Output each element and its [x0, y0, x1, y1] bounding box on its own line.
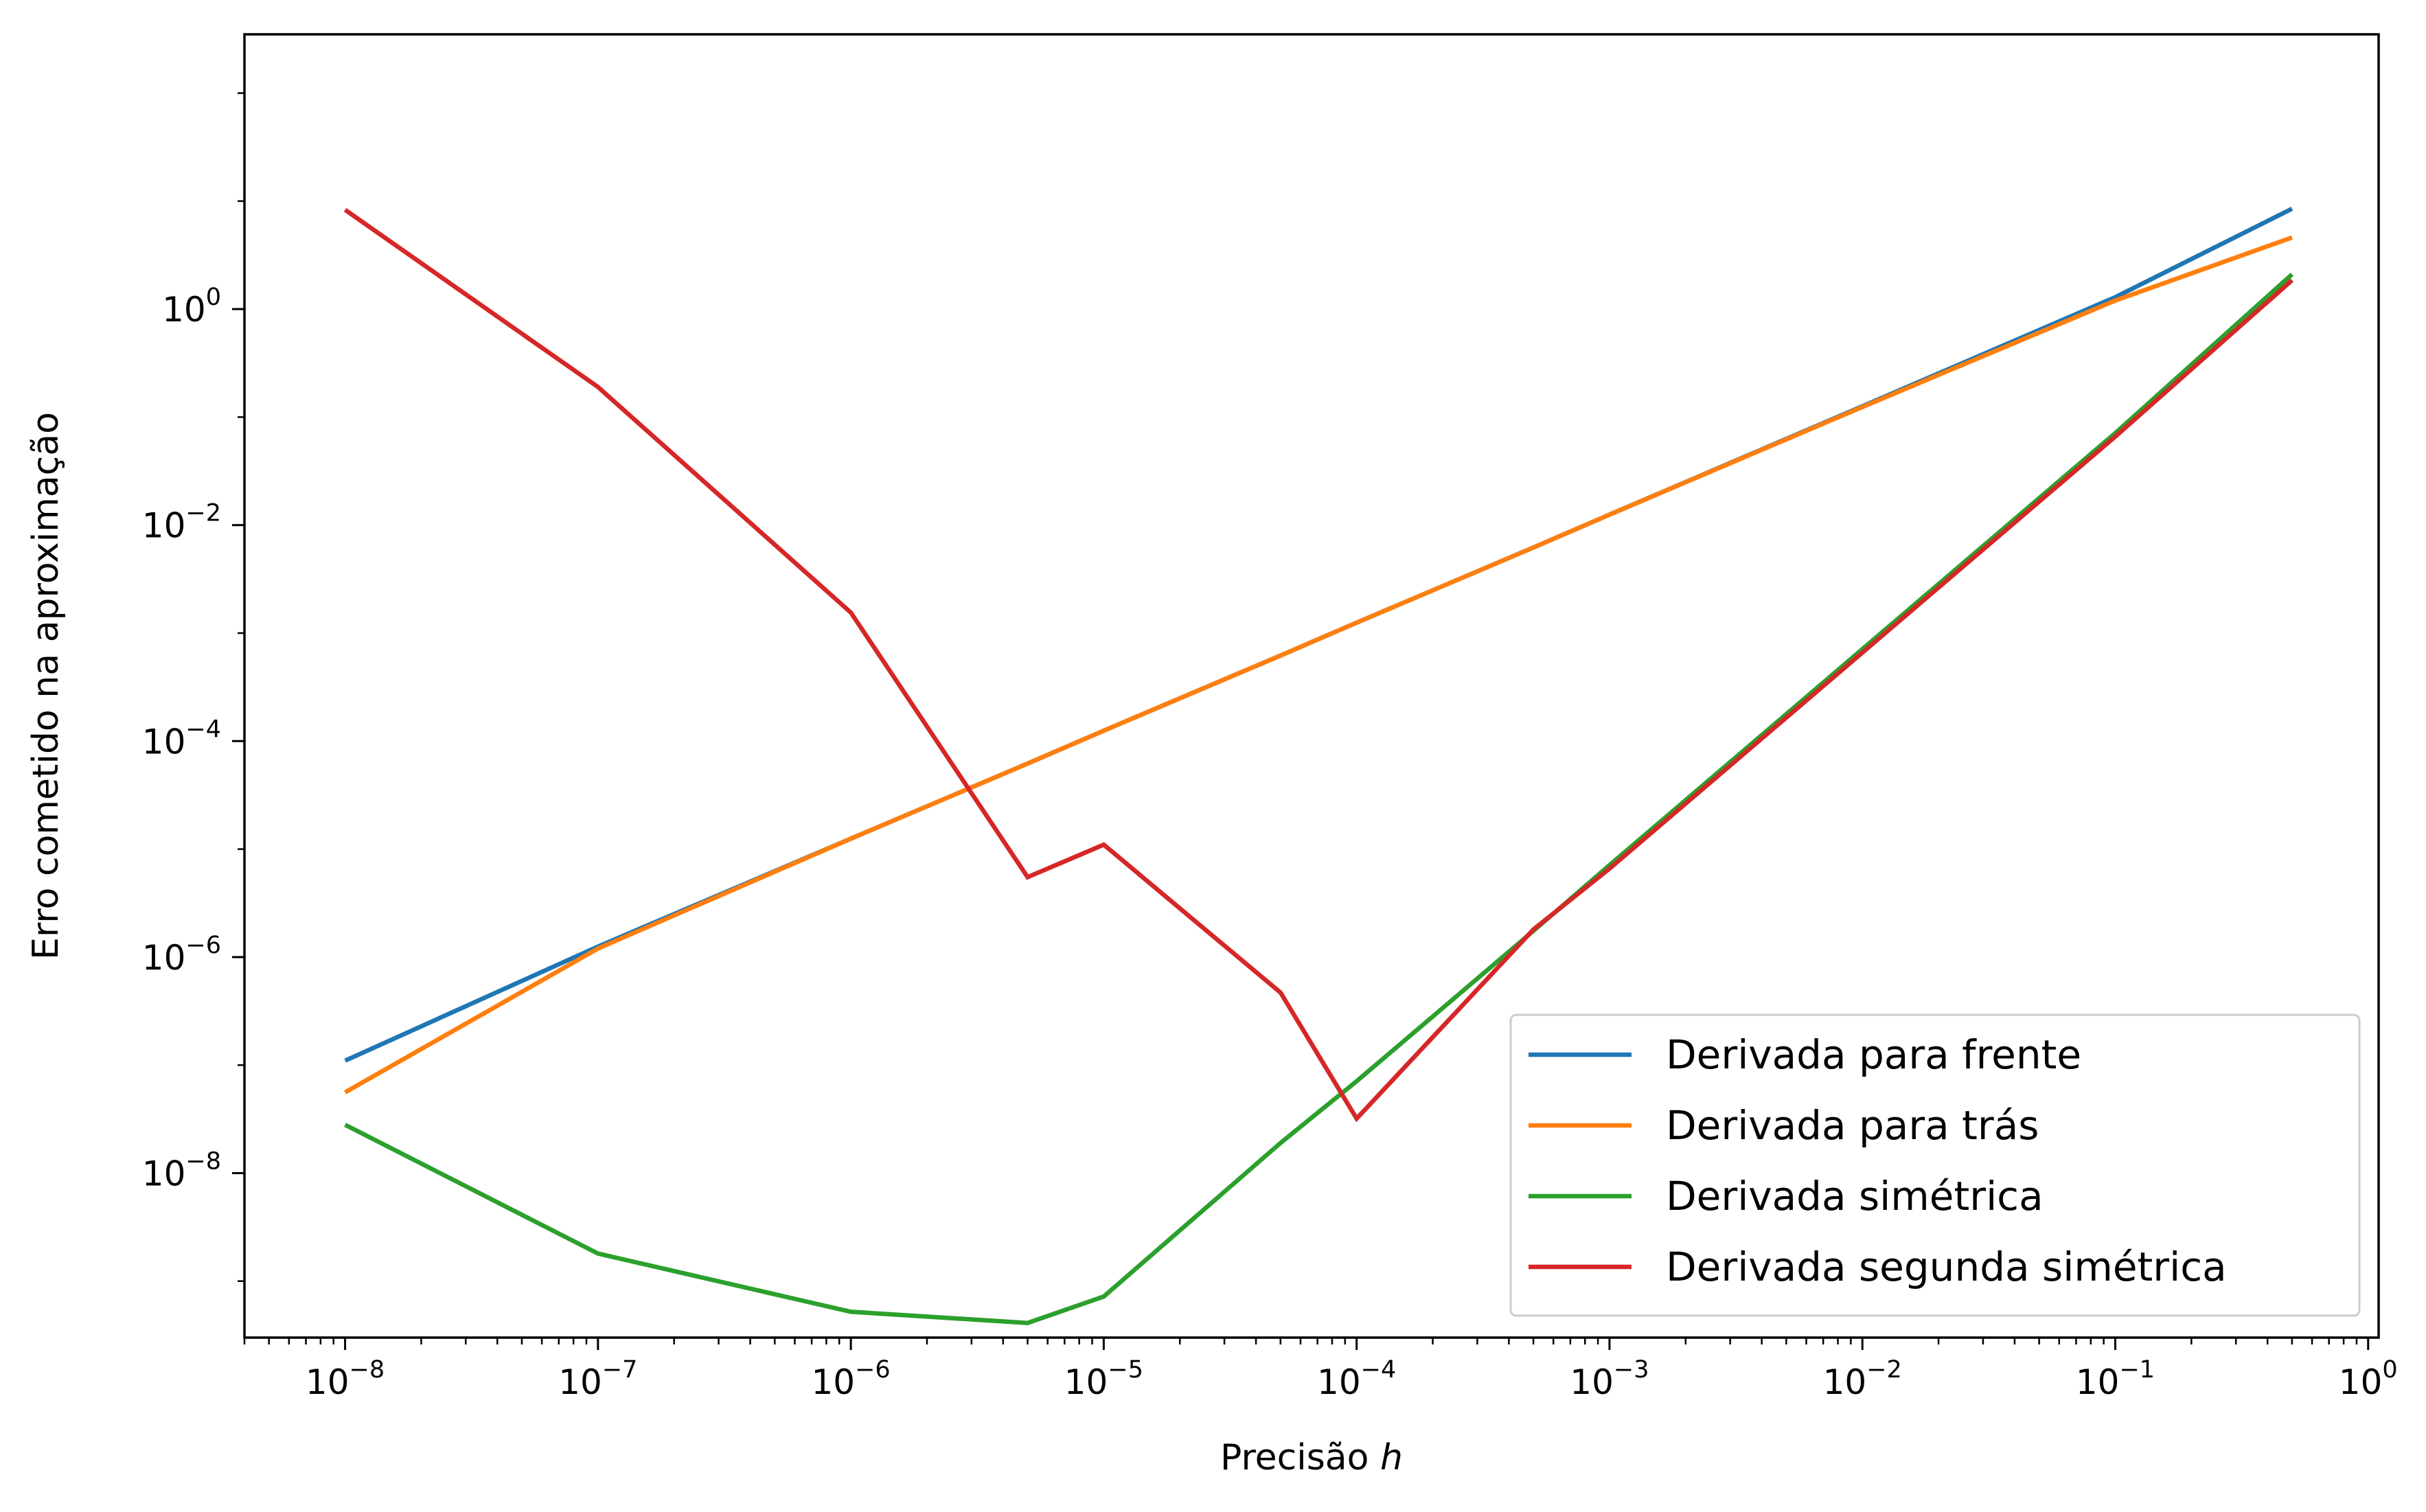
x-tick-base: 10 — [1823, 1362, 1867, 1402]
legend-label-3: Derivada simétrica — [1666, 1173, 2044, 1219]
x-tick-base: 10 — [1064, 1362, 1108, 1402]
x-tick-base: 10 — [1317, 1362, 1361, 1402]
plot-frame — [243, 33, 2380, 1339]
y-tick-exponent: 0 — [206, 284, 221, 311]
x-tick-exponent: −3 — [1614, 1356, 1649, 1384]
y-tick-base: 10 — [142, 1154, 186, 1193]
y-tick-label: 10−2 — [142, 500, 221, 546]
x-tick-base: 10 — [1570, 1362, 1614, 1402]
legend-label-1: Derivada para frente — [1666, 1031, 2081, 1078]
x-axis-title: Precisão h — [1220, 1437, 1403, 1478]
series-line-2 — [343, 235, 2293, 1095]
series-line-4 — [343, 207, 2294, 1123]
y-tick-exponent: −8 — [185, 1147, 221, 1175]
legend: Derivada para frente Derivada para trás De… — [1509, 1013, 2361, 1317]
y-tick-base: 10 — [142, 722, 186, 761]
x-tick-label: 10−6 — [811, 1356, 890, 1402]
x-tick-base: 10 — [558, 1362, 602, 1402]
legend-label-2: Derivada para trás — [1666, 1102, 2039, 1149]
x-tick-label: 10−2 — [1823, 1356, 1902, 1402]
x-tick-base: 10 — [2076, 1362, 2120, 1402]
y-axis-title: Erro cometido na aproximação — [25, 412, 67, 960]
x-tick-label: 10−8 — [306, 1356, 385, 1402]
series-line-3 — [344, 273, 2294, 1325]
series-layer — [343, 207, 2294, 1325]
x-tick-label: 10−4 — [1317, 1356, 1396, 1402]
x-tick-exponent: −7 — [602, 1356, 638, 1384]
x-tick-exponent: −6 — [855, 1356, 891, 1384]
legend-label-4: Derivada segunda simétrica — [1666, 1244, 2227, 1290]
legend-entries: Derivada para frente Derivada para trás De… — [1529, 1031, 2227, 1290]
y-tick-base: 10 — [142, 938, 186, 978]
x-tick-base: 10 — [306, 1362, 350, 1402]
y-tick-label: 10−6 — [142, 932, 221, 978]
x-tick-exponent: −8 — [350, 1356, 385, 1384]
x-tick-exponent: 0 — [2382, 1356, 2397, 1384]
legend-box — [1509, 1013, 2361, 1317]
x-axis-title-text: Precisão — [1220, 1437, 1380, 1478]
y-tick-base: 10 — [162, 290, 206, 330]
x-tick-label: 10−7 — [558, 1356, 637, 1402]
x-tick-label: 10−3 — [1570, 1356, 1649, 1402]
y-tick-base: 10 — [142, 506, 186, 546]
x-tick-label: 10−5 — [1064, 1356, 1143, 1402]
x-axis-title-variable: h — [1380, 1437, 1403, 1478]
y-tick-label: 100 — [162, 284, 221, 330]
y-tick-exponent: −2 — [185, 500, 221, 527]
x-tick-exponent: −1 — [2119, 1356, 2155, 1384]
y-tick-exponent: −6 — [185, 932, 221, 959]
y-tick-label: 10−4 — [142, 715, 221, 761]
x-tick-label: 10−1 — [2076, 1356, 2155, 1402]
y-tick-label: 10−8 — [142, 1147, 221, 1193]
x-tick-exponent: −4 — [1361, 1356, 1397, 1384]
x-tick-exponent: −5 — [1108, 1356, 1143, 1384]
x-tick-label: 100 — [2339, 1356, 2398, 1402]
x-axis: 10−8 10−7 10−6 10−5 10−4 10−3 10−2 10−1 100 — [243, 1338, 2398, 1402]
x-tick-base: 10 — [811, 1362, 855, 1402]
y-tick-exponent: −4 — [185, 715, 221, 743]
x-tick-base: 10 — [2339, 1362, 2383, 1402]
x-tick-exponent: −2 — [1866, 1356, 1902, 1384]
